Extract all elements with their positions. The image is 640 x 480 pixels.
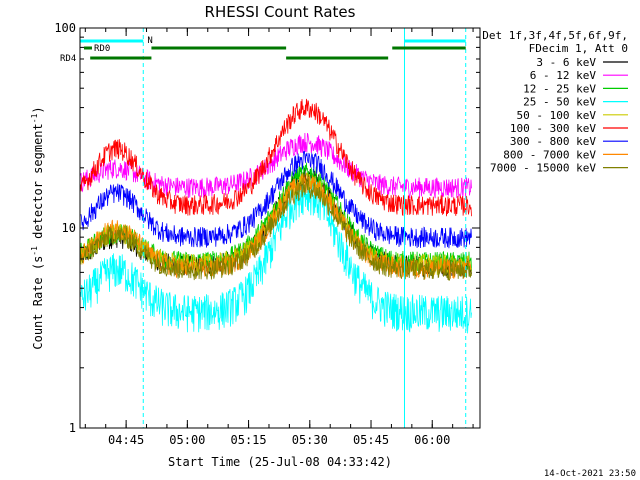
x-axis-label: Start Time (25-Jul-08 04:33:42) (168, 455, 392, 469)
legend-entry-label: 800 - 7000 keV (503, 148, 596, 161)
legend-entry-label: 25 - 50 keV (523, 96, 596, 109)
legend-entry-label: 50 - 100 keV (517, 109, 597, 122)
y-axis-label-main: Count Rate (s (31, 256, 45, 350)
x-tick-label: 05:45 (353, 433, 389, 447)
legend-header-line: Det 1f,3f,4f,5f,6f,9f, (482, 29, 628, 42)
x-tick-label: 05:00 (169, 433, 205, 447)
legend-header-line: FDecim 1, Att 0 (529, 42, 628, 55)
series-line-0 (80, 167, 472, 278)
y-axis-label-sup2: -1 (30, 113, 39, 123)
chart-title: RHESSI Count Rates (205, 3, 356, 21)
series-line-6 (80, 150, 472, 249)
y-tick-label: 1 (69, 421, 76, 435)
footer-timestamp: 14-Oct-2021 23:50 (544, 469, 636, 479)
flags-layer: N RD0 RD4 (60, 28, 467, 428)
y-tick-label: 10 (62, 221, 76, 235)
legend-entry-label: 7000 - 15000 keV (490, 162, 596, 175)
x-tick-label: 05:15 (231, 433, 267, 447)
flag-label-rd0: RD0 (94, 44, 110, 54)
legend-entry-label: 300 - 800 keV (510, 135, 596, 148)
legend-entry-label: 3 - 6 keV (536, 56, 596, 69)
legend-entry-label: 100 - 300 keV (510, 122, 596, 135)
y-axis-label: Count Rate (s-1 detector segment-1) (30, 106, 45, 349)
series-line-3 (80, 180, 472, 334)
series-line-5 (80, 98, 472, 217)
x-tick-label: 04:45 (108, 433, 144, 447)
axes-layer: 1 10 100 04:45 05:00 05:15 05:30 05:45 06:00 (54, 21, 480, 447)
legend: Det 1f,3f,4f,5f,6f,9f,FDecim 1, Att 03 -… (482, 29, 628, 175)
series-line-1 (80, 132, 472, 199)
flag-label-n: N (147, 36, 152, 46)
y-tick-label: 100 (54, 21, 76, 35)
x-tick-label: 05:30 (292, 433, 328, 447)
flag-label-rd4: RD4 (60, 54, 76, 64)
series-line-8 (80, 177, 472, 281)
legend-entry-label: 6 - 12 keV (530, 69, 597, 82)
y-axis-label-mid: detector segment (31, 123, 45, 246)
x-tick-label: 06:00 (414, 433, 450, 447)
y-axis-label-end: ) (31, 106, 45, 113)
y-axis-label-sup1: -1 (30, 246, 39, 256)
legend-entry-label: 12 - 25 keV (523, 82, 596, 95)
data-layer (80, 98, 472, 334)
